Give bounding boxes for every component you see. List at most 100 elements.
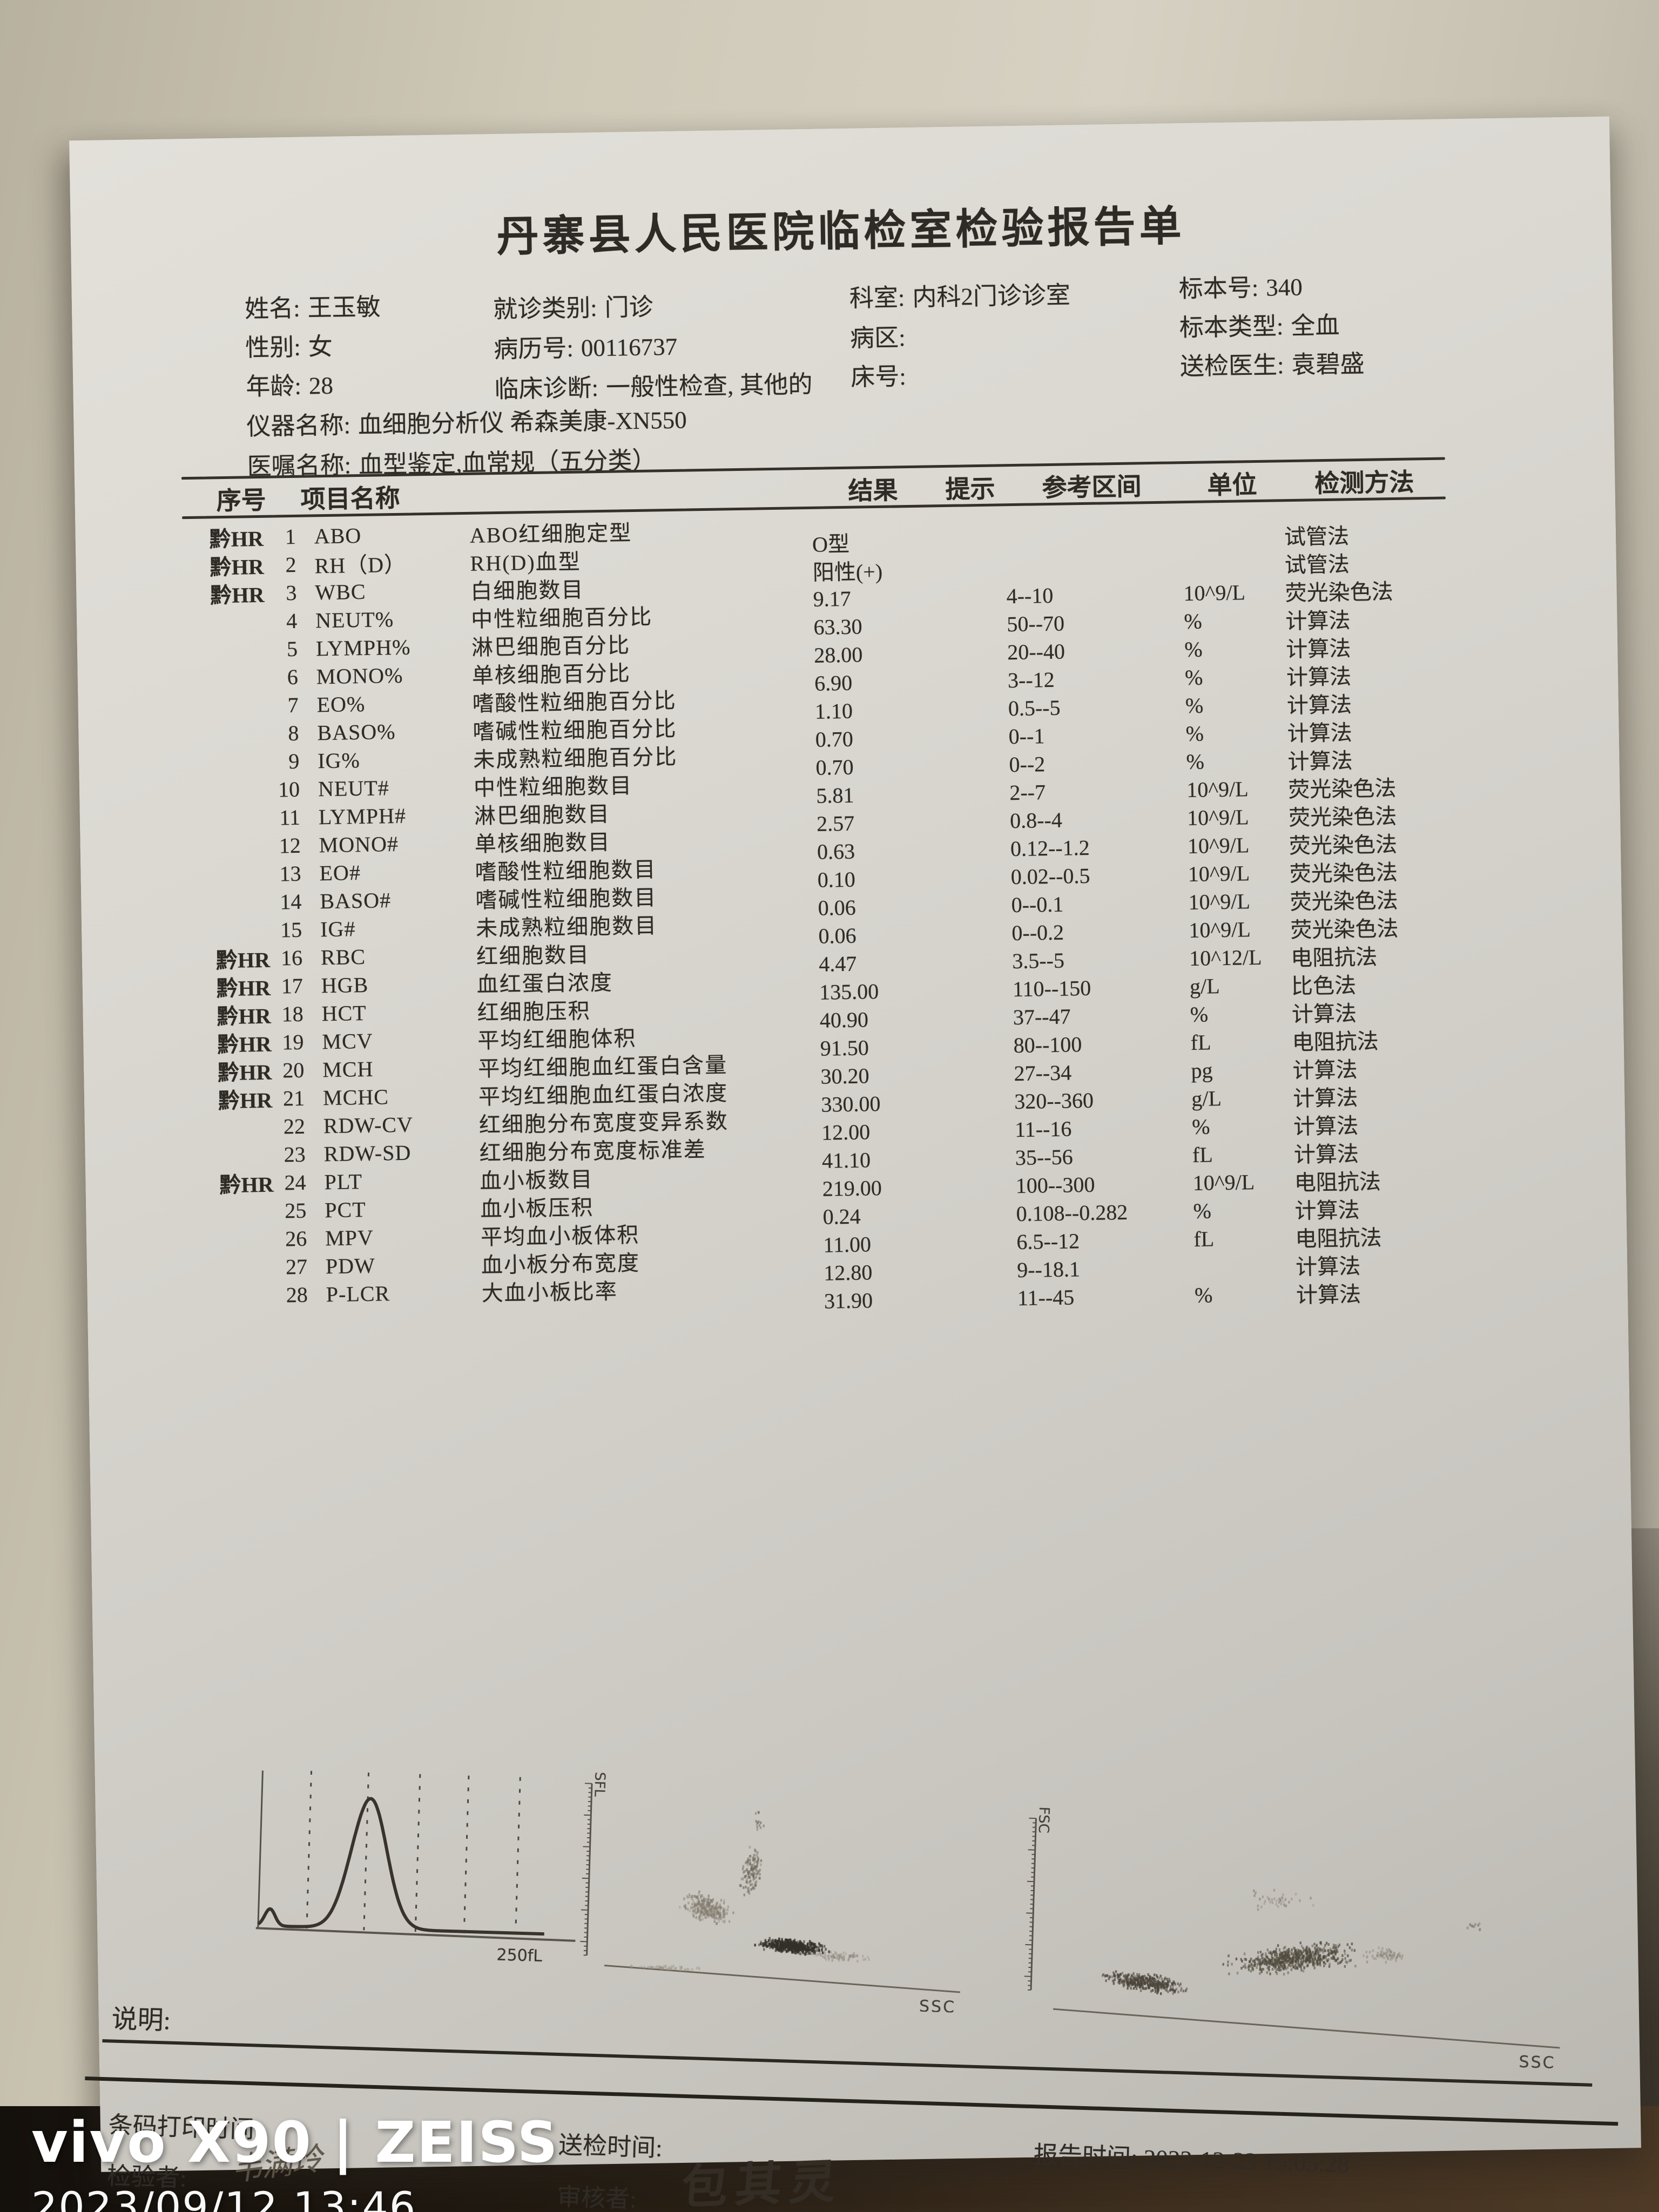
cell-range: 0--1: [1008, 723, 1045, 748]
cell-range: 11--16: [1014, 1116, 1072, 1142]
cell-unit: 10^9/L: [1188, 888, 1251, 914]
cell-mark: 黔HR: [219, 1172, 274, 1198]
cell-unit: %: [1186, 749, 1205, 774]
cell-seq: 15: [280, 917, 302, 942]
cell-code: RBC: [320, 944, 366, 969]
field-ward: 病区:: [849, 324, 906, 352]
cell-code: P-LCR: [326, 1280, 390, 1306]
cell-seq: 11: [279, 805, 301, 830]
cell-range: 0.108--0.282: [1016, 1199, 1128, 1226]
cell-range: 100--300: [1015, 1172, 1095, 1198]
cell-mark: 黔HR: [217, 1060, 272, 1085]
field-bed-no: 床号:: [850, 363, 907, 391]
cell-range: 0.12--1.2: [1010, 835, 1090, 861]
cell-seq: 19: [282, 1029, 304, 1054]
cell-result: 阳性(+): [812, 559, 883, 585]
cell-result: 0.70: [815, 726, 854, 752]
cell-hint: [950, 1298, 1015, 1299]
cell-range: 3.5--5: [1011, 948, 1065, 973]
cell-seq: 16: [280, 945, 303, 970]
cell-range: 20--40: [1007, 639, 1065, 664]
col-header-method: 检测方法: [1314, 468, 1414, 498]
cell-code: MCH: [322, 1056, 374, 1082]
reviewer-label: 审核者:: [556, 2183, 637, 2212]
cell-mark: [187, 818, 268, 819]
cell-mark: [185, 733, 266, 734]
cell-mark: [188, 930, 269, 931]
cell-code: MONO%: [316, 663, 403, 689]
field-instrument: 仪器名称: 血细胞分析仪 希森美康-XN550: [246, 406, 687, 441]
cell-range: 11--45: [1017, 1284, 1075, 1310]
cell-seq: 4: [286, 608, 298, 633]
cell-name: 大血小板比率: [481, 1279, 618, 1306]
cell-range: 0--0.2: [1011, 920, 1064, 945]
cell-code: MPV: [325, 1225, 374, 1250]
svg-text:SSC: SSC: [919, 1997, 956, 2013]
cell-code: RDW-CV: [323, 1112, 414, 1138]
cell-mark: [184, 621, 265, 622]
cell-code: LYMPH%: [315, 635, 411, 660]
cell-mark: [188, 902, 269, 903]
cell-result: 330.00: [821, 1091, 881, 1117]
cell-mark: [192, 1155, 273, 1156]
cell-code: PDW: [325, 1253, 376, 1278]
cell-mark: [185, 677, 266, 678]
cell-result: 2.57: [816, 811, 855, 836]
cell-code: NEUT#: [318, 775, 390, 801]
cell-range: 3--12: [1007, 667, 1055, 692]
cell-result: 91.50: [820, 1035, 869, 1061]
cell-seq: 18: [281, 1001, 304, 1026]
cell-mark: 黔HR: [218, 1088, 273, 1114]
col-header-name: 项目名称: [300, 484, 401, 514]
cell-range: 27--34: [1014, 1060, 1072, 1085]
cell-range: 4--10: [1006, 583, 1054, 608]
cell-code: WBC: [315, 579, 366, 604]
cell-mark: 黔HR: [210, 582, 265, 608]
cell-result: 63.30: [813, 613, 862, 639]
cell-range: 9--18.1: [1016, 1256, 1081, 1282]
cell-mark: [185, 705, 266, 706]
send-time-label: 送检时间:: [558, 2132, 663, 2162]
camera-watermark: vivo X90 | ZEISS 2023/09/12 13:46: [31, 2109, 558, 2212]
cell-result: 41.10: [821, 1147, 871, 1173]
cell-unit: %: [1191, 1114, 1210, 1139]
cell-result: 0.70: [815, 754, 854, 780]
cell-unit: 10^9/L: [1188, 860, 1250, 886]
col-header-unit: 单位: [1207, 470, 1257, 500]
cell-code: MCV: [322, 1028, 373, 1054]
cell-range: 320--360: [1014, 1088, 1094, 1114]
svg-text:FSC: FSC: [1035, 1806, 1052, 1833]
cell-mark: [193, 1239, 274, 1240]
cell-mark: 黔HR: [209, 526, 264, 552]
cell-seq: 8: [288, 720, 299, 745]
cell-code: HCT: [321, 1000, 367, 1026]
cell-unit: 10^9/L: [1189, 916, 1251, 942]
cell-result: 5.81: [816, 783, 854, 808]
cell-seq: 23: [284, 1142, 306, 1166]
bottom-section: 250fL SFL SSC FSC SSC 说明: 条码打印时间: 送检时间: …: [76, 1755, 1633, 2212]
cell-seq: 7: [287, 692, 299, 717]
cell-range: 50--70: [1007, 611, 1065, 636]
cell-result: 0.06: [818, 923, 857, 948]
cell-unit: 10^9/L: [1186, 776, 1249, 802]
cell-seq: 27: [285, 1254, 308, 1279]
field-visit-type: 就诊类别: 门诊: [493, 293, 654, 323]
cell-unit: %: [1190, 1001, 1209, 1027]
cell-code: BASO%: [317, 719, 396, 745]
field-diagnosis: 临床诊断: 一般性检查, 其他的: [494, 370, 813, 403]
cell-result: 30.20: [820, 1063, 869, 1089]
reviewer-signature: 包其灵: [679, 2155, 846, 2212]
cell-unit: 10^9/L: [1187, 832, 1250, 858]
cell-seq: 17: [281, 973, 304, 998]
cell-unit: fL: [1193, 1226, 1215, 1251]
cell-unit: %: [1185, 721, 1204, 746]
col-header-seq: 序号: [216, 486, 267, 515]
remark-label: 说明:: [111, 2005, 171, 2035]
cell-mark: [184, 649, 265, 650]
cell-code: RH（D）: [314, 552, 407, 578]
report-title: 丹寨县人民医院临检室检验报告单: [496, 202, 1186, 260]
cell-unit: g/L: [1191, 1085, 1222, 1111]
cell-result: 6.90: [814, 670, 853, 696]
cell-result: 28.00: [813, 642, 863, 667]
